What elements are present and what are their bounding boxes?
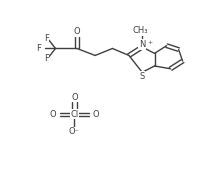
Text: F: F [44, 54, 49, 63]
Text: F: F [44, 34, 49, 43]
Text: O: O [93, 110, 99, 119]
Text: N: N [139, 40, 145, 49]
Text: Cl: Cl [70, 110, 79, 119]
Text: F: F [36, 44, 41, 53]
Text: +: + [147, 39, 153, 45]
Text: O: O [74, 27, 80, 36]
Text: O: O [49, 110, 56, 119]
Text: O: O [71, 93, 78, 102]
Text: O⁻: O⁻ [69, 127, 80, 136]
Text: S: S [140, 72, 145, 81]
Text: CH₃: CH₃ [132, 26, 148, 35]
